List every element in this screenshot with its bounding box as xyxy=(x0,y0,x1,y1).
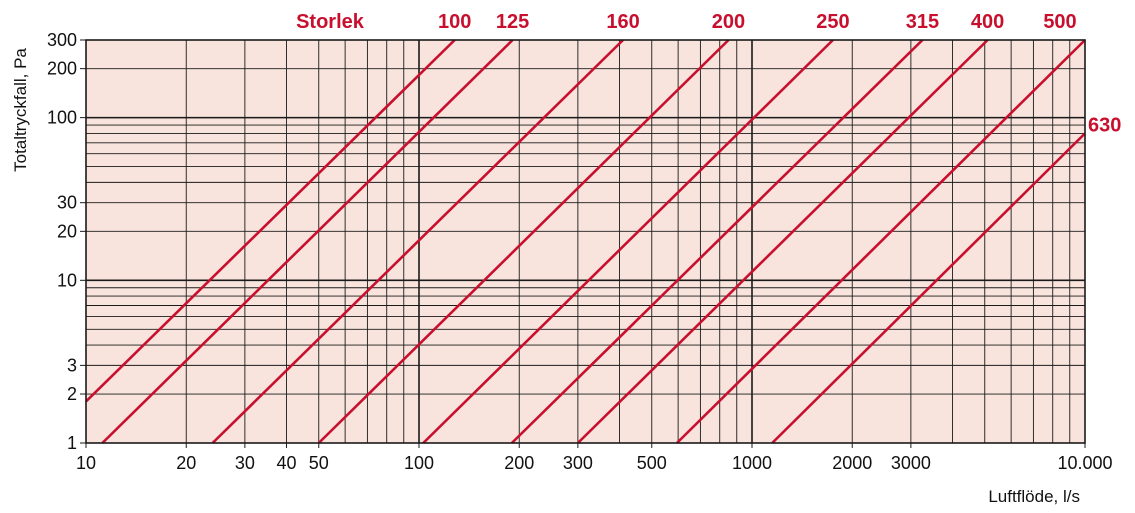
series-line-400 xyxy=(576,39,989,444)
size-label-125: 125 xyxy=(496,11,529,33)
series-line-315 xyxy=(510,39,924,444)
x-tick-label: 3000 xyxy=(891,453,931,473)
plot-background xyxy=(86,40,1085,443)
series-line-630 xyxy=(771,132,1086,444)
y-tick-label: 20 xyxy=(57,221,77,241)
size-label-100: 100 xyxy=(438,11,471,33)
size-labels: 100 125 160 200 250 315 400 500 630 xyxy=(438,11,1121,136)
y-axis-title: Totaltryckfall, Pa xyxy=(11,48,30,172)
x-axis-title: Luftflöde, l/s xyxy=(988,487,1080,506)
x-tick-label: 200 xyxy=(504,453,534,473)
x-tick-label: 300 xyxy=(563,453,593,473)
size-label-400: 400 xyxy=(971,11,1004,33)
y-tick-labels: 1 2 3 10 20 30 100 200 300 xyxy=(47,30,86,453)
series-line-160 xyxy=(211,39,624,444)
x-tick-label: 1000 xyxy=(732,453,772,473)
y-tick-label: 3 xyxy=(67,355,77,375)
size-label-160: 160 xyxy=(606,11,639,33)
size-label-200: 200 xyxy=(712,11,745,33)
x-tick-label: 2000 xyxy=(832,453,872,473)
x-tick-label: 40 xyxy=(276,453,296,473)
size-label-315: 315 xyxy=(906,11,939,33)
series-line-250 xyxy=(422,39,834,444)
size-label-250: 250 xyxy=(816,11,849,33)
y-tick-label: 2 xyxy=(67,384,77,404)
x-tick-label: 30 xyxy=(235,453,255,473)
y-tick-label: 200 xyxy=(47,59,77,79)
x-tick-label: 10 xyxy=(76,453,96,473)
y-tick-label: 10 xyxy=(57,270,77,290)
x-tick-label: 50 xyxy=(309,453,329,473)
series-line-125 xyxy=(101,39,514,444)
series-lines xyxy=(85,39,1086,444)
x-tick-label: 500 xyxy=(637,453,667,473)
y-tick-label: 300 xyxy=(47,30,77,50)
y-tick-label: 1 xyxy=(67,433,77,453)
plot-frame xyxy=(85,39,1086,444)
series-line-100 xyxy=(85,39,456,403)
series-line-500 xyxy=(676,39,1086,444)
grid-minor xyxy=(86,40,1085,443)
x-tick-label: 20 xyxy=(176,453,196,473)
legend-title: Storlek xyxy=(296,11,365,33)
y-tick-label: 100 xyxy=(47,108,77,128)
size-label-630: 630 xyxy=(1088,114,1121,136)
x-tick-labels: 10 20 30 40 50 100 200 300 500 1000 2000 3000 10.000 xyxy=(76,443,1113,473)
size-label-500: 500 xyxy=(1043,11,1076,33)
x-tick-label: 100 xyxy=(404,453,434,473)
series-line-200 xyxy=(317,39,730,444)
y-tick-label: 30 xyxy=(57,193,77,213)
x-tick-label: 10.000 xyxy=(1057,453,1112,473)
